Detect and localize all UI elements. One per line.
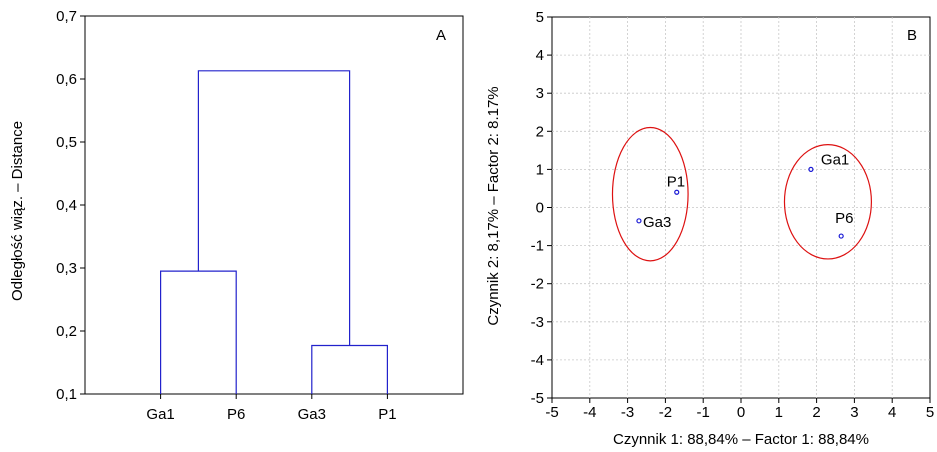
dendrogram-y-axis-title: Odległość wiąz. – Distance [9,121,26,301]
scatter-y-tick-label: 1 [536,161,544,178]
scatter-y-tick-label: 4 [536,47,544,64]
scatter-y-tick-label: -5 [531,390,544,407]
scatter-x-tick-label: -1 [697,404,710,421]
scatter-x-tick-label: 1 [775,404,783,421]
scatter-x-tick-label: 0 [737,404,745,421]
dendrogram-leaf-label: P6 [227,406,245,423]
scatter-x-tick-label: -3 [621,404,634,421]
scatter-point-label: P6 [835,210,853,227]
scatter-point [674,189,680,195]
scatter-x-tick-label: 2 [812,404,820,421]
scatter-point [808,166,814,172]
scatter-y-tick-label: -2 [531,276,544,293]
scatter-y-tick-label: 3 [536,85,544,102]
dendrogram-leaf-label: P1 [378,406,396,423]
scatter-y-tick-label: -3 [531,314,544,331]
scatter-point-label: Ga1 [821,151,849,168]
dendrogram-y-tick-label: 0,3 [56,260,77,277]
scatter-grid [552,17,930,398]
scatter-point [838,233,844,239]
dendrogram-y-tick-label: 0,6 [56,71,77,88]
scatter-panel-label: B [907,27,917,44]
scatter-y-axis-title: Czynnik 2: 8,17% – Factor 2: 8.17% [485,86,502,325]
scatter-x-axis-title: Czynnik 1: 88,84% – Factor 1: 88,84% [613,431,869,448]
scatter-y-tick-label: 2 [536,123,544,140]
scatter-point-label: P1 [667,173,685,190]
dendrogram-panel: A Odległość wiąz. – Distance 0,1 0,2 0,3 0,… [9,8,464,423]
scatter-x-tick-label: -2 [659,404,672,421]
scatter-y-tick-label: 5 [536,9,544,26]
scatter-y-tick-label: -1 [531,238,544,255]
dendrogram-y-tick-label: 0,1 [56,386,77,403]
dendrogram-y-tick-label: 0,5 [56,134,77,151]
dendrogram-y-tick-label: 0,2 [56,323,77,340]
scatter-x-tick-label: 4 [888,404,896,421]
scatter-panel: B Czynnik 1: 88,84% – Factor 1: 88,84% C… [485,9,934,448]
dendrogram-y-tick-label: 0,4 [56,197,77,214]
dendrogram-y-tick-label: 0,7 [56,8,77,25]
scatter-y-tick-label: -4 [531,352,544,369]
scatter-point-label: Ga3 [643,214,671,231]
dendrogram-leaf-label: Ga1 [146,406,174,423]
dendrogram-link [197,70,351,346]
dendrogram-plot-frame [84,15,464,395]
scatter-y-tick-label: 0 [536,200,544,217]
dendrogram-panel-label: A [436,27,446,44]
scatter-x-tick-label: 3 [850,404,858,421]
scatter-cluster-ellipse [783,144,873,260]
scatter-x-tick-label: 5 [926,404,934,421]
scatter-cluster-ellipse [611,126,689,262]
dendrogram-leaf-label: Ga3 [298,406,326,423]
scatter-point [636,218,642,224]
scatter-x-tick-label: -5 [545,404,558,421]
scatter-x-tick-label: -4 [583,404,596,421]
